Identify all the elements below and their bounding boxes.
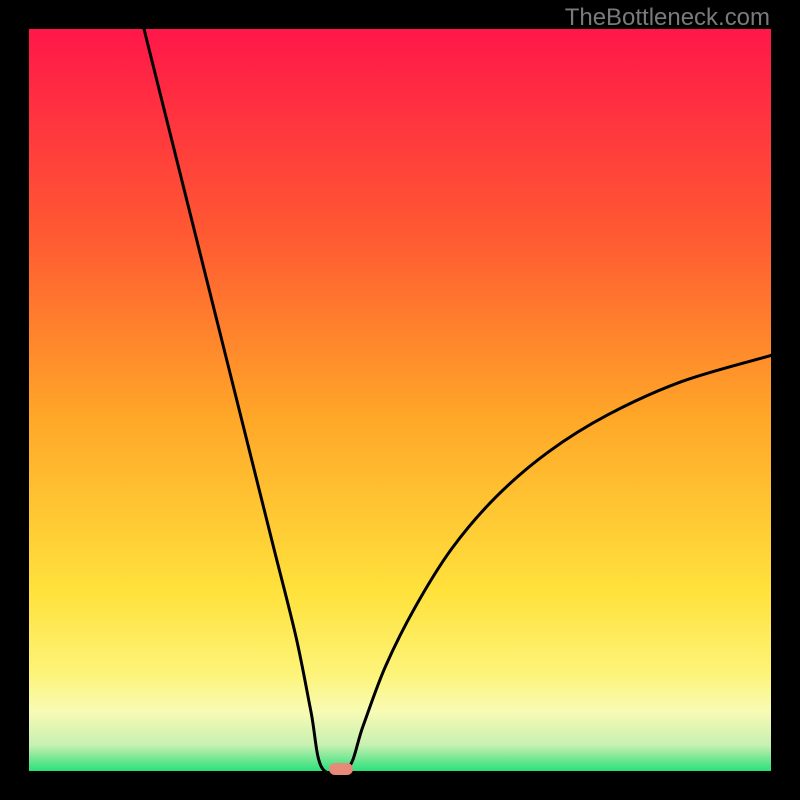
- chart-container: TheBottleneck.com: [0, 0, 800, 800]
- vertex-marker: [329, 763, 353, 775]
- plot-background: [29, 29, 771, 771]
- plot-svg: [0, 0, 800, 800]
